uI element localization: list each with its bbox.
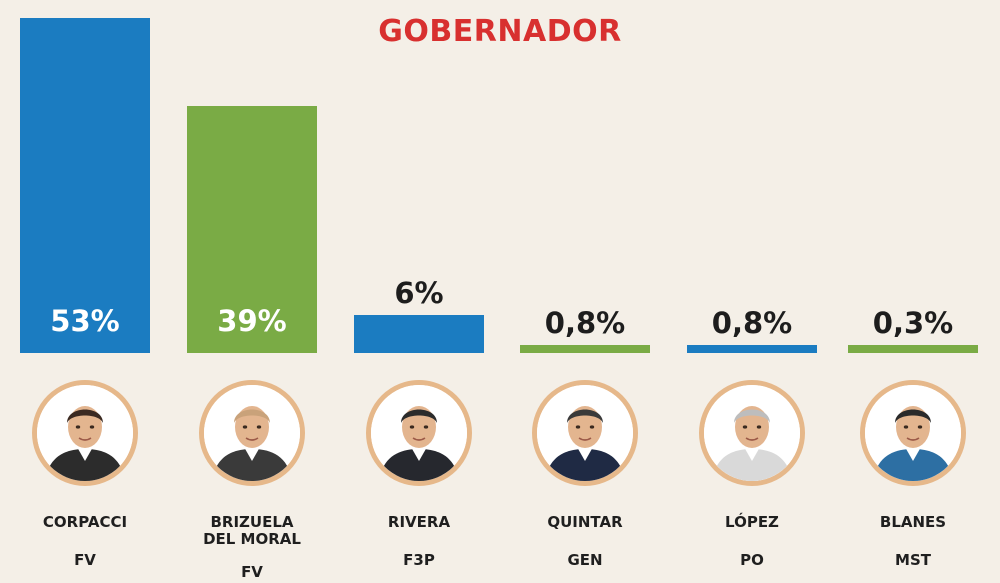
candidate-name: CORPACCI (42, 513, 128, 531)
candidate-name: BRIZUELA DEL MORAL (203, 513, 301, 548)
value-label: 0,8% (711, 306, 793, 340)
candidate-column: 0,8% QUINTAR GEN (520, 0, 650, 583)
bar (20, 18, 150, 353)
bar (687, 345, 817, 353)
bar (354, 315, 484, 353)
candidate-column: 53% CORPACCI FV (20, 0, 150, 583)
candidate-photo-icon (366, 380, 472, 486)
candidate-column: 39% BRIZUELA DEL MORAL FV (187, 0, 317, 583)
candidate-party: GEN (567, 551, 603, 569)
bar (520, 345, 650, 353)
value-label: 53% (50, 304, 120, 338)
value-label: 6% (394, 276, 444, 311)
candidate-name: LÓPEZ (725, 513, 779, 531)
bar (187, 106, 317, 353)
candidate-column: 0,8% LÓPEZ PO (687, 0, 817, 583)
candidate-party: F3P (403, 551, 435, 569)
value-label: 39% (217, 304, 287, 338)
candidate-photo-icon (532, 380, 638, 486)
candidate-photo-icon (199, 380, 305, 486)
candidate-column: 0,3% BLANES MST (848, 0, 978, 583)
bar (848, 345, 978, 353)
candidate-name: BLANES (879, 513, 947, 531)
candidate-party: PO (740, 551, 764, 569)
value-label: 0,3% (872, 306, 954, 340)
candidate-photo-icon (860, 380, 966, 486)
candidate-column: 6% RIVERA F3P (354, 0, 484, 583)
candidate-name: RIVERA (387, 513, 451, 531)
chart-title: GOBERNADOR (378, 14, 622, 49)
candidate-party: MST (895, 551, 931, 569)
candidate-photo-icon (699, 380, 805, 486)
candidate-name: QUINTAR (547, 513, 623, 531)
candidate-party: FV (241, 563, 263, 581)
candidate-photo-icon (32, 380, 138, 486)
candidate-party: FV (74, 551, 96, 569)
value-label: 0,8% (544, 306, 626, 340)
